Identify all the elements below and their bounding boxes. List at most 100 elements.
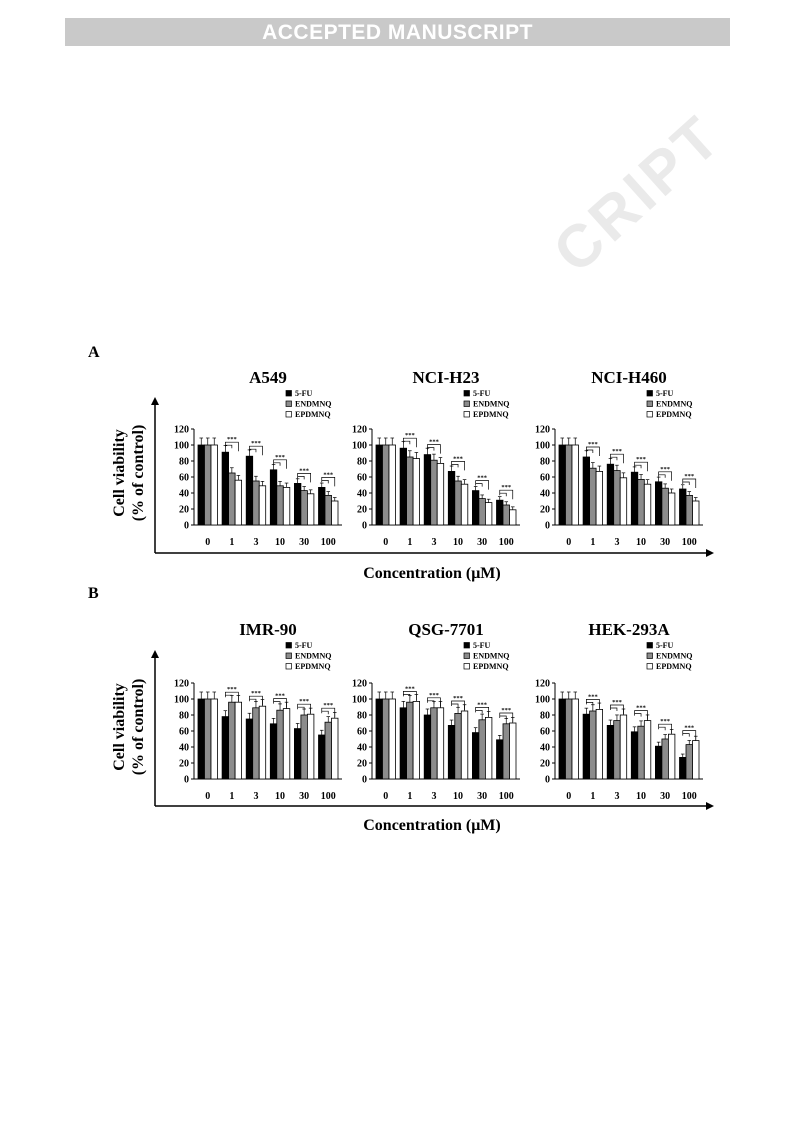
y-tick-label: 60 [357,473,367,484]
significance-bracket [427,697,441,707]
significance-bracket [321,477,336,487]
significance-stars: *** [275,454,285,461]
bar [685,744,693,780]
x-tick-label: 100 [321,791,336,802]
significance-stars: *** [660,718,670,725]
bar [509,509,517,526]
significance-bracket-inner [586,702,594,706]
bar [679,488,687,526]
bar [412,458,421,526]
legend-swatch [285,411,292,418]
y-tick-label: 120 [535,425,550,436]
bar [436,462,445,526]
bar [252,707,260,780]
bar [460,483,469,526]
bar [589,710,597,780]
y-tick-label: 100 [535,441,550,452]
bar [197,698,205,780]
bar [245,455,254,526]
significance-bracket [586,446,600,456]
x-tick-label: 30 [477,791,487,802]
y-tick-label: 100 [352,441,367,452]
significance-stars: *** [429,439,439,446]
bar [258,485,267,526]
bar [565,444,573,526]
significance-bracket-inner [451,703,459,707]
x-tick-label: 3 [614,537,619,548]
bar [318,734,326,780]
bar [282,486,291,526]
bar [430,707,438,780]
legend-swatch [463,411,470,418]
significance-bracket-inner [610,707,618,711]
y-tick-label: 80 [357,457,367,468]
y-tick-label: 40 [540,743,550,754]
significance-bracket [321,707,336,718]
subchart-title: HEK-293A [588,620,670,639]
x-tick-label: 10 [275,791,285,802]
y-tick-label: 100 [174,441,189,452]
y-tick-label: 120 [352,679,367,690]
significance-bracket-inner [682,481,690,485]
bar [692,500,700,526]
significance-stars: *** [636,456,646,463]
y-tick-label: 20 [179,759,189,770]
significance-bracket [249,695,263,706]
x-tick-label: 3 [253,537,258,548]
significance-bracket-inner [427,447,435,451]
subchart-3: IMR-90 0 20 40 60 80 100 120 0 1 *** 3 *** 10 *** 30 ***… [174,620,342,802]
subchart-5: HEK-293A 0 20 40 60 80 100 120 0 1 *** 3 *** 10 *** 30 *… [535,620,703,802]
significance-bracket [499,712,514,722]
bar [221,451,230,526]
bar [399,707,408,780]
bar [210,698,218,780]
legend-label: EPDMNQ [656,410,692,419]
subchart-4: QSG-7701 0 20 40 60 80 100 120 0 1 *** 3 *** 10 *** 30 *… [352,620,520,802]
legend-label: EPDMNQ [656,662,692,671]
significance-bracket-inner [321,710,329,715]
y-tick-label: 120 [535,679,550,690]
bar [571,698,579,780]
x-tick-label: 0 [383,537,388,548]
x-tick-label: 30 [477,537,487,548]
legend-label: 5-FU [473,641,491,650]
legend-label: 5-FU [295,641,313,650]
legend-swatch [646,390,653,397]
subcharts: A549 0 20 40 60 80 100 120 0 1 *** 3 *** 10 *** 30 *** 10… [174,368,703,802]
bar [197,444,205,526]
legend-swatch [463,663,470,670]
x-tick-label: 1 [590,537,595,548]
x-tick-label: 30 [660,537,670,548]
bar [436,707,445,780]
x-tick-label: 10 [275,537,285,548]
significance-stars: *** [588,441,598,448]
significance-bracket [225,691,239,702]
significance-bracket [273,698,287,708]
legend-label: ENDMNQ [473,400,509,409]
significance-stars: *** [275,693,285,700]
bar [252,480,260,526]
significance-bracket [475,707,489,717]
x-tick-label: 100 [321,537,336,548]
significance-stars: *** [251,690,261,697]
significance-bracket [475,480,489,490]
significance-stars: *** [405,432,415,439]
significance-bracket [297,473,311,483]
significance-bracket [249,445,263,456]
panel-b-yaxis-arrow [151,650,159,658]
legend-label: 5-FU [295,389,313,398]
bar [655,481,663,526]
x-tick-label: 30 [660,791,670,802]
bar [276,709,284,780]
significance-bracket-inner [451,464,459,468]
significance-bracket-inner [427,700,435,704]
significance-bracket-inner [225,444,233,449]
significance-bracket-inner [249,698,257,703]
significance-bracket [451,461,465,471]
bar [269,469,278,526]
subchart-title: A549 [249,368,287,387]
significance-bracket [682,730,697,740]
bar [582,713,590,780]
y-tick-label: 0 [362,521,367,532]
